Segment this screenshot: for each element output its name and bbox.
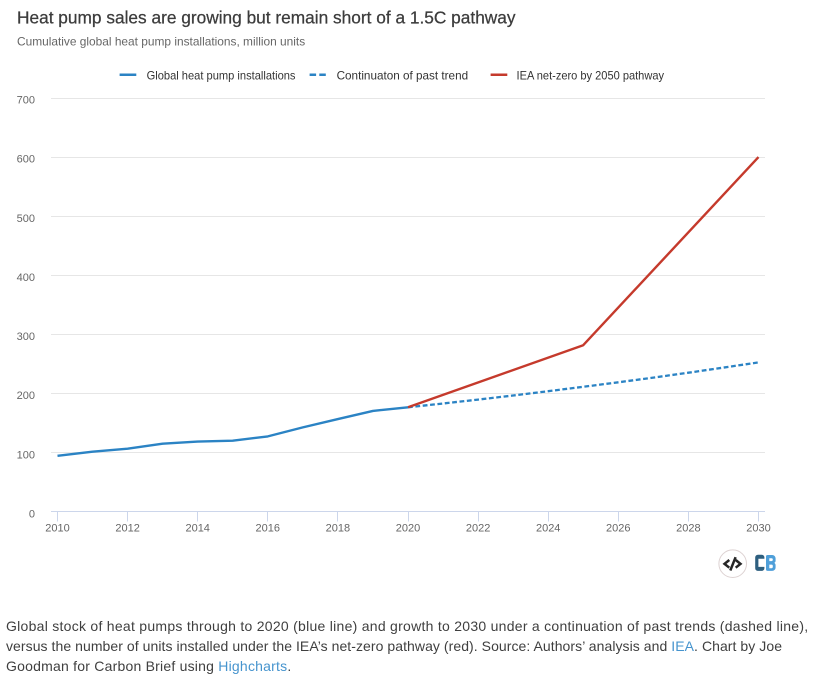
svg-text:Continuaton of past trend: Continuaton of past trend — [337, 68, 469, 82]
svg-text:200: 200 — [17, 390, 35, 402]
svg-text:2022: 2022 — [466, 523, 490, 535]
svg-text:Global heat pump installations: Global heat pump installations — [147, 68, 296, 82]
svg-text:100: 100 — [17, 449, 35, 461]
svg-text:2014: 2014 — [185, 523, 209, 535]
svg-text:2010: 2010 — [45, 523, 69, 535]
svg-text:500: 500 — [17, 213, 35, 225]
svg-text:700: 700 — [17, 95, 35, 107]
svg-text:300: 300 — [17, 331, 35, 343]
svg-text:0: 0 — [29, 509, 35, 521]
svg-text:2026: 2026 — [606, 523, 630, 535]
svg-text:Cumulative global heat pump in: Cumulative global heat pump installation… — [17, 35, 305, 49]
svg-text:IEA net-zero by 2050 pathway: IEA net-zero by 2050 pathway — [517, 68, 665, 82]
svg-text:2018: 2018 — [326, 523, 350, 535]
svg-text:2030: 2030 — [746, 523, 770, 535]
svg-text:400: 400 — [17, 272, 35, 284]
svg-text:2016: 2016 — [256, 523, 280, 535]
svg-text:2020: 2020 — [396, 523, 420, 535]
svg-text:2012: 2012 — [115, 523, 139, 535]
svg-text:2024: 2024 — [536, 523, 560, 535]
svg-text:2028: 2028 — [676, 523, 700, 535]
svg-text:Heat pump sales are growing bu: Heat pump sales are growing but remain s… — [17, 7, 516, 27]
svg-text:600: 600 — [17, 154, 35, 166]
